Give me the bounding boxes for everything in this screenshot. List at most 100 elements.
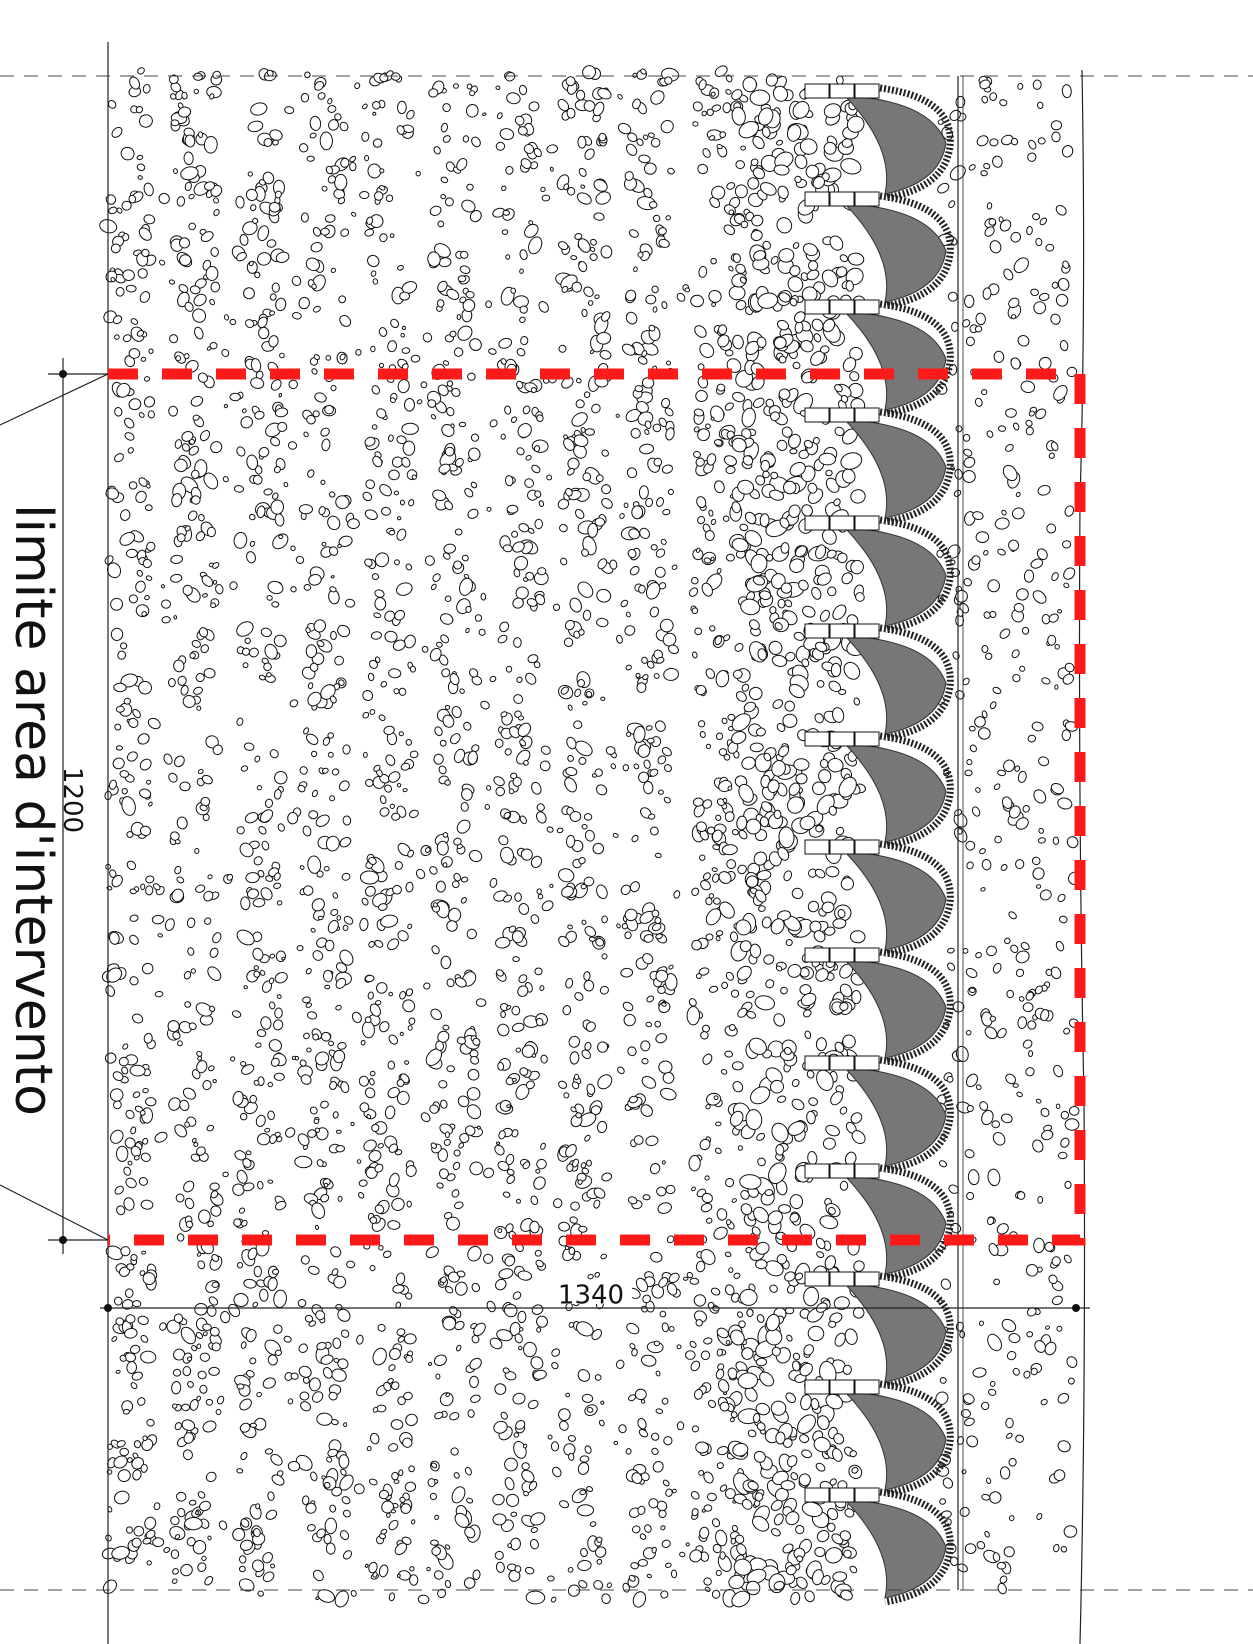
pebble xyxy=(202,1323,212,1331)
pebble xyxy=(531,781,542,795)
pebble xyxy=(340,157,350,168)
pebble xyxy=(367,991,374,1000)
pebble xyxy=(391,1197,405,1211)
pebble xyxy=(261,840,270,851)
pebble xyxy=(254,755,261,763)
pebble xyxy=(369,1078,375,1086)
pebble xyxy=(459,296,467,304)
pebble xyxy=(203,136,218,154)
pebble xyxy=(182,1366,192,1377)
pebble xyxy=(120,509,131,521)
pebble xyxy=(493,1420,508,1434)
stone-block xyxy=(804,839,830,855)
pebble xyxy=(313,1118,320,1125)
pebble xyxy=(116,1440,126,1448)
pebble xyxy=(519,249,528,261)
pebble xyxy=(471,1335,480,1344)
stone-block xyxy=(804,299,830,315)
pebble xyxy=(533,445,541,453)
pebble xyxy=(442,135,451,143)
pebble xyxy=(121,1066,129,1075)
pebble xyxy=(499,1099,512,1112)
pebble xyxy=(433,753,444,765)
pebble xyxy=(466,1104,482,1120)
pebble xyxy=(374,597,387,611)
pebble xyxy=(493,776,505,787)
pebble xyxy=(129,934,139,945)
pebble xyxy=(249,540,256,547)
pebble xyxy=(566,187,576,196)
pebble xyxy=(537,893,544,900)
pebble xyxy=(453,83,459,89)
pebble xyxy=(139,291,151,303)
pebble xyxy=(298,296,310,310)
pebble xyxy=(126,751,138,762)
pebble xyxy=(396,1328,406,1337)
pebble xyxy=(715,1121,722,1127)
pebble xyxy=(312,305,321,313)
pebble xyxy=(327,105,337,113)
stone-block xyxy=(829,1379,855,1395)
pebble xyxy=(760,459,771,472)
pebble xyxy=(384,784,393,793)
pebble xyxy=(466,1087,481,1101)
pebble xyxy=(722,515,730,522)
pebble xyxy=(143,214,156,225)
stone-block xyxy=(854,731,880,747)
pebble xyxy=(444,1579,452,1589)
pebble xyxy=(388,1172,400,1188)
pebble xyxy=(396,582,413,596)
pebble xyxy=(366,1445,372,1452)
pebble xyxy=(328,1040,335,1047)
pebble xyxy=(245,188,258,202)
pebble xyxy=(259,1288,269,1302)
pebble xyxy=(519,268,524,274)
pebble xyxy=(290,545,296,552)
pebble xyxy=(465,605,472,613)
pebble xyxy=(268,977,275,985)
pebble xyxy=(131,1371,143,1381)
pebble xyxy=(594,768,603,777)
pebble xyxy=(401,422,419,435)
pebble xyxy=(257,316,268,329)
pebble xyxy=(140,1463,148,1473)
pebble xyxy=(713,897,721,905)
pebble xyxy=(236,1169,248,1184)
stone-block xyxy=(804,1055,830,1071)
pebble xyxy=(525,672,537,685)
pebble xyxy=(605,746,616,755)
area-label: limite area d'intervento xyxy=(3,504,63,1116)
pebble xyxy=(407,923,413,930)
pebble xyxy=(396,100,407,115)
pebble xyxy=(109,1088,124,1102)
pebble xyxy=(138,114,153,128)
pebble xyxy=(454,528,463,536)
pebble xyxy=(371,385,381,395)
pebble xyxy=(139,1109,146,1116)
pebble xyxy=(440,122,448,133)
pebble xyxy=(591,403,601,414)
pebble xyxy=(323,865,330,872)
pebble xyxy=(378,327,388,337)
pebble xyxy=(124,432,135,441)
pebble xyxy=(459,577,473,596)
pebble xyxy=(252,474,263,485)
pebble xyxy=(503,811,511,819)
pebble xyxy=(382,1250,392,1259)
pebble xyxy=(537,567,547,576)
pebble xyxy=(506,1104,511,1109)
pebble xyxy=(122,1408,130,1415)
pebble xyxy=(501,229,509,235)
pebble xyxy=(135,580,146,593)
pebble xyxy=(395,1301,402,1309)
pebble xyxy=(467,372,476,381)
pebble xyxy=(267,1354,278,1366)
pebble xyxy=(171,493,183,508)
pebble xyxy=(685,1350,696,1360)
pebble xyxy=(372,1347,387,1366)
pebble xyxy=(530,1356,544,1370)
dimension-dot xyxy=(59,1236,67,1244)
pebble xyxy=(383,725,395,736)
pebble xyxy=(711,867,718,872)
pebble xyxy=(387,1220,401,1230)
